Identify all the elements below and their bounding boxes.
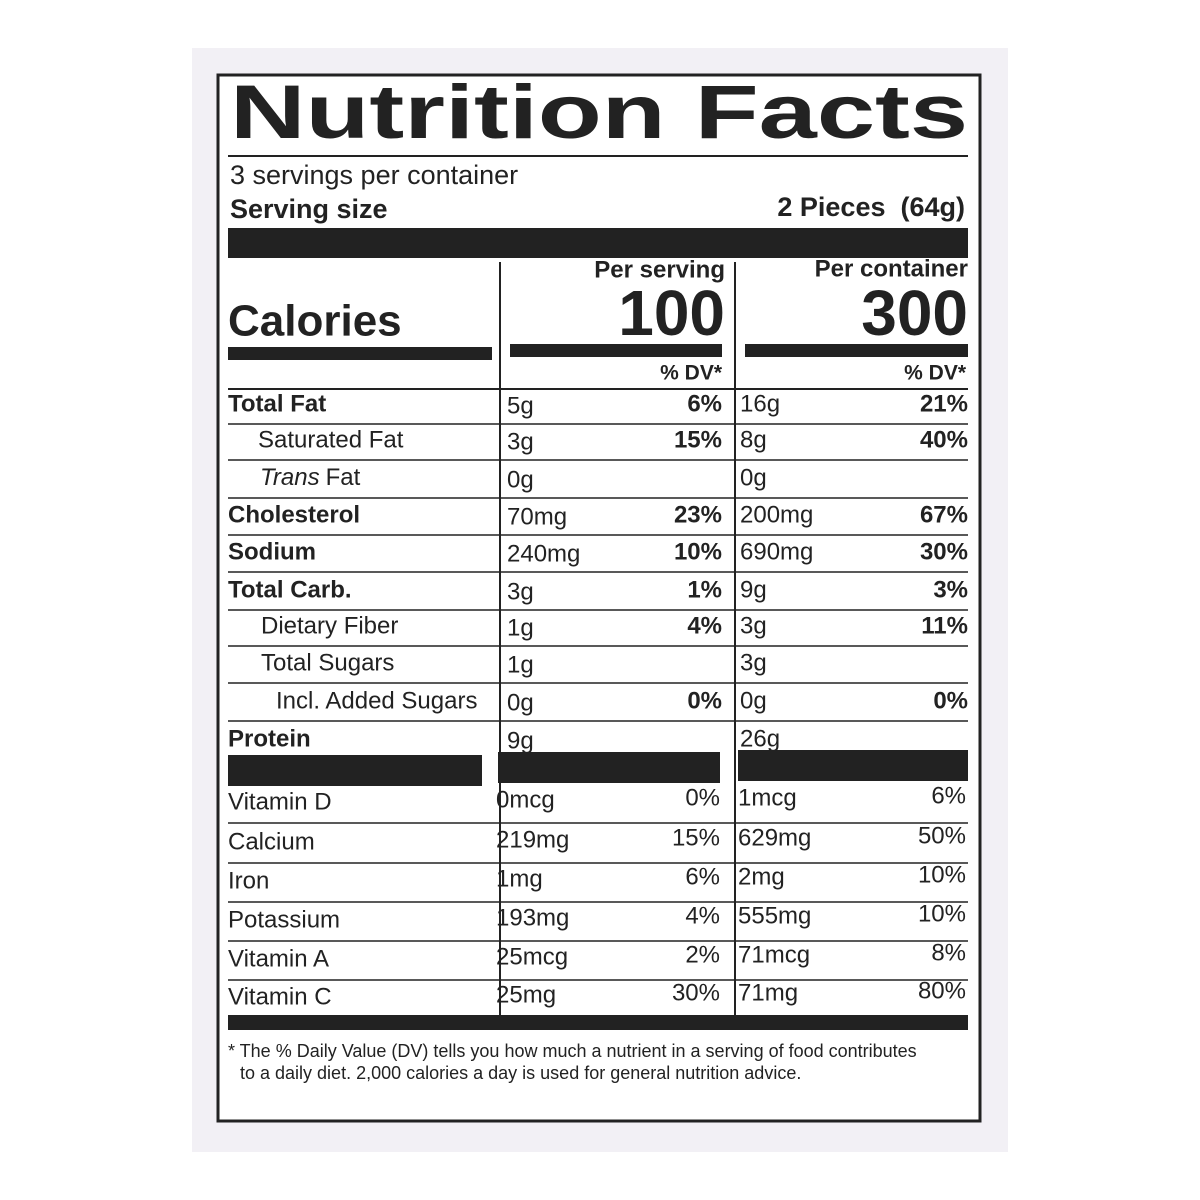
container-amount: 555mg [738, 902, 811, 929]
container-dv: 11% [921, 612, 968, 639]
bar [510, 344, 722, 357]
serving-amount: 1g [507, 614, 534, 641]
container-amount: 3g [740, 612, 767, 639]
container-dv: 40% [920, 426, 968, 453]
nutrient-name: Dietary Fiber [261, 612, 398, 639]
serving-amount: 9g [507, 727, 534, 754]
container-dv: 3% [933, 576, 968, 603]
serving-dv: 0% [687, 687, 722, 714]
container-dv: 0% [933, 687, 968, 714]
serving-dv: 15% [672, 824, 720, 851]
vitamin-name: Calcium [228, 828, 315, 855]
serving-dv: 0% [685, 784, 720, 811]
container-dv: 30% [920, 538, 968, 565]
serving-dv: 23% [674, 501, 722, 528]
container-amount: 26g [740, 725, 780, 752]
container-dv: 8% [931, 939, 966, 966]
bar [745, 344, 968, 357]
thick-bar [228, 1015, 968, 1030]
container-amount: 71mg [738, 979, 798, 1006]
serving-amount: 25mcg [496, 943, 568, 970]
nutrient-name: Fat [326, 464, 361, 491]
container-amount: 16g [740, 390, 780, 417]
nutrient-name: Total Carb. [228, 576, 352, 603]
nutrient-name-italic: Trans [260, 464, 320, 491]
nutrient-name: Total Fat [228, 390, 326, 417]
container-dv: 67% [920, 501, 968, 528]
calories-value: 300 [861, 277, 968, 349]
serving-dv: 30% [672, 979, 720, 1006]
container-amount: 200mg [740, 501, 813, 528]
container-dv: 50% [918, 822, 966, 849]
serving-dv: 1% [687, 576, 722, 603]
calories-label: Calories [228, 297, 402, 346]
serving-amount: 193mg [496, 904, 569, 931]
vitamin-name: Potassium [228, 906, 340, 933]
container-amount: 2mg [738, 863, 785, 890]
serving-amount: 0g [507, 466, 534, 493]
container-dv: 6% [931, 782, 966, 809]
bar [228, 347, 492, 360]
vitamin-name: Vitamin C [228, 983, 332, 1010]
serving-amount: 1mg [496, 865, 543, 892]
serving-dv: 4% [687, 612, 722, 639]
serving-amount: 3g [507, 428, 534, 455]
title: Nutrition Facts [230, 70, 968, 155]
serving-amount: 25mg [496, 981, 556, 1008]
container-amount: 3g [740, 649, 767, 676]
dv-header: % DV* [660, 362, 723, 385]
serving-amount: 0mcg [496, 786, 555, 813]
bar [228, 755, 482, 786]
serving-size-label: Serving size [230, 194, 388, 224]
container-dv: 21% [920, 390, 968, 417]
serving-dv: 6% [687, 390, 722, 417]
container-amount: 629mg [738, 824, 811, 851]
nutrient-name: Saturated Fat [258, 426, 404, 453]
dv-header: % DV* [904, 362, 967, 385]
serving-size-value: 2 Pieces (64g) [777, 192, 965, 222]
serving-amount: 1g [507, 651, 534, 678]
serving-amount: 0g [507, 689, 534, 716]
serving-amount: 3g [507, 578, 534, 605]
serving-amount: 219mg [496, 826, 569, 853]
vitamin-name: Vitamin A [228, 945, 329, 972]
serving-dv: 6% [685, 863, 720, 890]
serving-dv: 4% [685, 902, 720, 929]
container-dv: 80% [918, 977, 966, 1004]
calories-value: 100 [618, 277, 725, 349]
container-amount: 0g [740, 464, 767, 491]
nutrient-name: Protein [228, 725, 311, 752]
bar [498, 752, 720, 783]
container-amount: 71mcg [738, 941, 810, 968]
bar [738, 750, 968, 781]
nutrient-name: Cholesterol [228, 501, 360, 528]
vitamin-name: Iron [228, 867, 269, 894]
serving-amount: 240mg [507, 540, 580, 567]
footnote: * The % Daily Value (DV) tells you how m… [228, 1041, 917, 1083]
serving-dv: 2% [685, 941, 720, 968]
nutrient-name: Sodium [228, 538, 316, 565]
thick-bar [228, 228, 968, 258]
container-amount: 8g [740, 426, 767, 453]
container-amount: 0g [740, 687, 767, 714]
column-header: Per serving [594, 256, 725, 283]
container-dv: 10% [918, 900, 966, 927]
serving-dv: 10% [674, 538, 722, 565]
container-dv: 10% [918, 861, 966, 888]
vitamin-name: Vitamin D [228, 788, 332, 815]
nutrient-name: Total Sugars [261, 649, 394, 676]
nutrient-name: Incl. Added Sugars [276, 687, 477, 714]
nutrient-name: Trans Fat [260, 464, 361, 491]
container-amount: 690mg [740, 538, 813, 565]
servings: 3 servings per container [230, 160, 518, 190]
column-header: Per container [815, 255, 968, 282]
serving-dv: 15% [674, 426, 722, 453]
container-amount: 1mcg [738, 784, 797, 811]
container-amount: 9g [740, 576, 767, 603]
serving-amount: 5g [507, 392, 534, 419]
serving-amount: 70mg [507, 503, 567, 530]
